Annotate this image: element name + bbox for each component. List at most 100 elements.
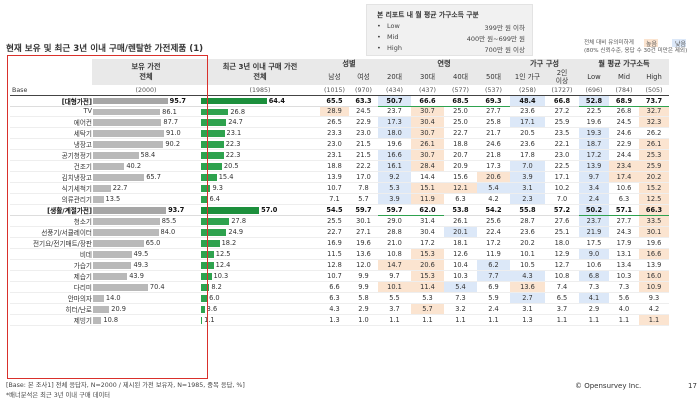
category-row: [생활/계절가전] 93.7 57.0 54.5 59.7 59.7 62.0 53.8 54.… — [10, 204, 669, 217]
cell-value: 69.3 — [477, 95, 510, 107]
cell-value: 63.3 — [349, 95, 378, 107]
cell-value: 10.8 — [545, 270, 579, 283]
cell-value: 12.0 — [349, 259, 378, 272]
cell-value: 68.9 — [609, 95, 639, 107]
cell-value: 6.2 — [477, 259, 510, 272]
own-value: 86.1 — [162, 107, 177, 116]
cell-value: 16.6 — [378, 149, 411, 162]
cell-value: 3.1 — [510, 182, 545, 195]
cell-value: 4.1 — [579, 292, 609, 305]
header-row-sub: 남성 여성 20대 30대 40대 50대 1인 가구 2인 이상 Low Mid High — [10, 69, 669, 86]
row-label: 공기청정기 — [10, 149, 92, 162]
own-header: 보유 가전 전체 — [92, 59, 200, 86]
cell-value: 10.7 — [320, 182, 349, 195]
cell-value: 11.9 — [411, 193, 444, 206]
cell-value: 16.9 — [320, 237, 349, 250]
own-value: 84.0 — [160, 228, 176, 237]
own-bar — [93, 174, 145, 181]
cell-value: 62.0 — [411, 204, 444, 217]
row-label: [생활/계절가전] — [10, 204, 92, 217]
base-value: (437) — [411, 85, 444, 96]
cell-value: 7.3 — [609, 281, 639, 294]
cell-value: 24.6 — [609, 127, 639, 140]
survey-table: 보유 가전 전체 최근 3년 이내 구매 가전 전체 성별 연령 가구 구성 월 평… — [10, 59, 669, 327]
own-value: 22.7 — [112, 184, 128, 193]
cell-value: 25.0 — [444, 106, 477, 118]
footnote-banner: *배너분석은 최근 3년 이내 구매 데이터 — [6, 392, 111, 399]
cell-value: 52.8 — [579, 95, 609, 107]
row-label: 에어컨 — [10, 116, 92, 129]
cell-value: 32.3 — [639, 116, 669, 129]
purchase-bar-cell: 10.3 — [200, 270, 320, 283]
row-label: 비데 — [10, 248, 92, 261]
cell-value: 23.0 — [545, 149, 579, 162]
own-value: 58.4 — [140, 151, 156, 160]
table-row: 다리미 70.4 8.2 6.6 9.9 10.1 11.4 5.4 6.9 13.6 7.4 7.3… — [10, 281, 669, 294]
cell-value: 57.1 — [609, 204, 639, 217]
cell-value: 27.1 — [349, 226, 378, 239]
page-title: 현재 보유 및 최근 3년 이내 구매/렌탈한 가전제품 (1) — [6, 44, 204, 54]
cell-value: 9.2 — [378, 171, 411, 184]
cell-value: 25.3 — [639, 149, 669, 162]
table-row: 세탁기 91.0 23.1 23.3 23.0 18.0 30.7 22.7 21.7 20.5 2… — [10, 127, 669, 140]
own-bar-cell: 49.5 — [92, 248, 200, 261]
cell-value: 18.0 — [378, 127, 411, 140]
cell-value: 16.1 — [378, 160, 411, 173]
purchase-value: 18.2 — [221, 239, 237, 248]
cell-value: 1.3 — [320, 314, 349, 327]
own-bar — [93, 295, 104, 302]
cell-value: 5.3 — [378, 182, 411, 195]
cell-value: 24.5 — [349, 106, 378, 118]
row-label: 세탁기 — [10, 127, 92, 140]
cell-value: 17.4 — [609, 171, 639, 184]
purchase-bar-cell: 20.5 — [200, 160, 320, 173]
purchase-bar-cell: 22.3 — [200, 138, 320, 151]
cell-value: 9.9 — [349, 281, 378, 294]
cell-value: 25.1 — [545, 226, 579, 239]
base-purchase: (1985) — [200, 85, 320, 96]
cell-value: 6.5 — [545, 292, 579, 305]
own-value: 65.7 — [146, 173, 161, 182]
base-own: (2000) — [92, 85, 200, 96]
cell-value: 10.7 — [320, 270, 349, 283]
purchase-bar-cell: 24.9 — [200, 226, 320, 239]
own-bar-cell: 13.5 — [92, 193, 200, 206]
cell-value: 4.3 — [320, 303, 349, 316]
purchase-bar — [201, 207, 260, 214]
cell-value: 10.4 — [444, 259, 477, 272]
table-row: 식기세척기 22.7 9.3 10.7 7.8 5.3 15.1 12.1 5.4 3.1 10.2… — [10, 182, 669, 195]
cell-value: 19.6 — [378, 138, 411, 151]
cell-value: 28.8 — [378, 226, 411, 239]
cell-value: 20.7 — [444, 149, 477, 162]
legend-title: 본 리포트 내 월 평균 가구소득 구분 — [377, 11, 479, 19]
cell-value: 23.3 — [320, 127, 349, 140]
base-value: (577) — [444, 85, 477, 96]
cell-value: 18.8 — [444, 138, 477, 151]
cell-value: 30.1 — [349, 215, 378, 228]
cell-value: 20.9 — [444, 160, 477, 173]
row-label: TV — [10, 106, 92, 118]
purchase-bar — [201, 119, 227, 126]
own-value: 65.0 — [145, 239, 161, 248]
cell-value: 7.1 — [320, 193, 349, 206]
cell-value: 20.6 — [411, 259, 444, 272]
cell-value: 10.5 — [510, 259, 545, 272]
cell-value: 23.4 — [609, 160, 639, 173]
cell-value: 16.6 — [639, 248, 669, 261]
cell-value: 3.9 — [378, 193, 411, 206]
cell-value: 10.3 — [444, 270, 477, 283]
cell-value: 12.6 — [444, 248, 477, 261]
own-value: 70.4 — [149, 283, 165, 292]
cell-value: 53.8 — [444, 204, 477, 217]
purchase-bar — [201, 174, 217, 181]
cell-value: 28.7 — [510, 215, 545, 228]
purchase-bar — [201, 273, 212, 280]
base-value: (537) — [477, 85, 510, 96]
income-legend: 본 리포트 내 월 평균 가구소득 구분 • Low 399만 원 이하 • M… — [366, 4, 533, 56]
own-bar — [93, 251, 132, 258]
own-bar-cell: 87.7 — [92, 116, 200, 129]
cell-value: 28.9 — [320, 106, 349, 118]
table-row: 제습기 43.9 10.3 10.7 9.9 9.7 15.3 10.3 7.7 4.3 10.8 6… — [10, 270, 669, 283]
cell-value: 6.6 — [320, 281, 349, 294]
cell-value: 30.7 — [411, 127, 444, 140]
